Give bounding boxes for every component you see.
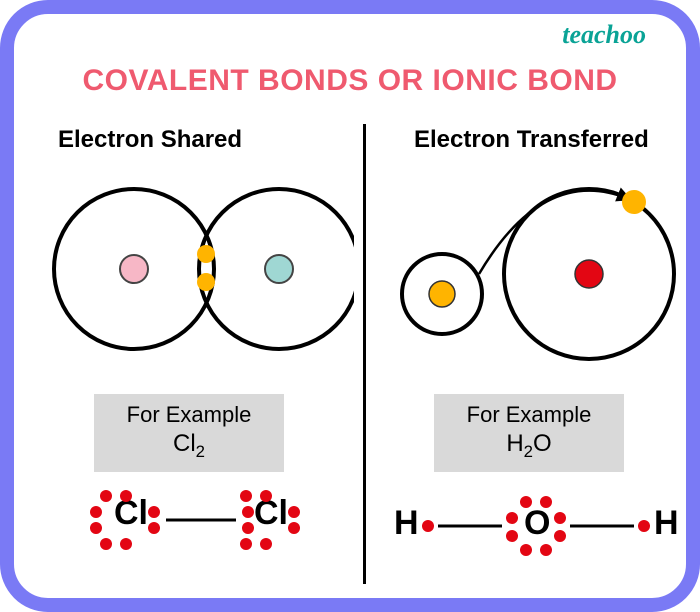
- h2o-lewis-structure: HOH: [394, 494, 694, 574]
- ionic-atoms-diagram: [374, 174, 694, 384]
- covalent-atoms-diagram: [34, 174, 354, 374]
- svg-text:O: O: [524, 504, 550, 542]
- left-example-value: Cl2: [94, 430, 284, 462]
- svg-text:Cl: Cl: [254, 494, 288, 532]
- left-example-label: For Example: [94, 402, 284, 428]
- right-example-label: For Example: [434, 402, 624, 428]
- right-example-value: H2O: [434, 430, 624, 462]
- cl2-lewis-structure: Cl Cl: [54, 484, 354, 574]
- svg-text:Cl: Cl: [114, 494, 148, 532]
- svg-text:H: H: [394, 504, 419, 542]
- diagram-frame: teachoo COVALENT BONDS OR IONIC BOND Ele…: [0, 0, 700, 612]
- left-subtitle: Electron Shared: [58, 126, 242, 154]
- right-example-box: For Example H2O: [434, 394, 624, 472]
- svg-text:H: H: [654, 504, 679, 542]
- center-divider: [363, 124, 366, 584]
- brand-logo: teachoo: [562, 20, 646, 50]
- right-subtitle: Electron Transferred: [414, 126, 649, 154]
- main-title: COVALENT BONDS OR IONIC BOND: [14, 64, 686, 98]
- left-example-box: For Example Cl2: [94, 394, 284, 472]
